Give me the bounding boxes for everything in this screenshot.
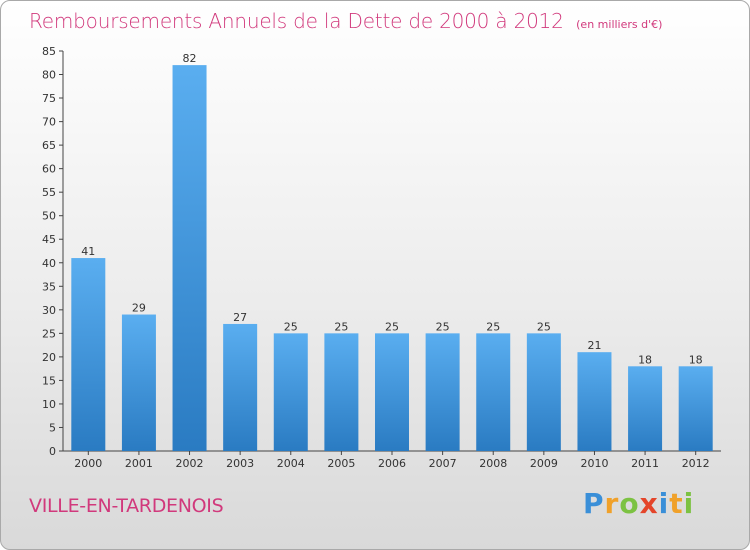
- bar: [324, 333, 359, 451]
- data-label: 25: [436, 320, 450, 333]
- data-label: 18: [689, 353, 703, 366]
- x-tick-label: 2012: [682, 457, 710, 470]
- x-tick-label: 2010: [580, 457, 608, 470]
- data-label: 41: [81, 245, 95, 258]
- x-tick-label: 2000: [74, 457, 102, 470]
- y-tick-label: 75: [42, 92, 56, 105]
- data-label: 82: [183, 52, 197, 65]
- label-layer: 2000 41 2001 29 2002 82 2003 27 2004 25 2005 25 2006…: [74, 52, 709, 470]
- logo-letter: t: [669, 487, 684, 520]
- logo-letter: P: [583, 487, 605, 520]
- logo-letter: i: [658, 487, 670, 520]
- data-label: 25: [486, 320, 500, 333]
- bar: [526, 333, 561, 451]
- y-tick-label: 85: [42, 45, 56, 58]
- x-tick-label: 2003: [226, 457, 254, 470]
- bar: [71, 258, 106, 451]
- bar-layer: [71, 65, 713, 451]
- bar: [223, 323, 258, 451]
- bar: [628, 366, 663, 451]
- x-tick-label: 2008: [479, 457, 507, 470]
- y-tick-label: 50: [42, 210, 56, 223]
- bar: [476, 333, 511, 451]
- x-tick-label: 2005: [327, 457, 355, 470]
- x-tick-label: 2007: [429, 457, 457, 470]
- logo-letter: x: [639, 487, 659, 520]
- x-tick-label: 2004: [277, 457, 305, 470]
- y-tick-label: 5: [49, 421, 56, 434]
- bar: [172, 65, 207, 451]
- x-tick-label: 2011: [631, 457, 659, 470]
- data-label: 25: [385, 320, 399, 333]
- bar: [678, 366, 713, 451]
- bar: [375, 333, 409, 451]
- y-tick-label: 10: [42, 398, 56, 411]
- y-tick-label: 80: [42, 69, 56, 82]
- y-tick-label: 20: [42, 351, 56, 364]
- logo-letter: r: [604, 487, 620, 520]
- y-tick-label: 60: [42, 163, 56, 176]
- bar: [425, 333, 460, 451]
- x-tick-label: 2009: [530, 457, 558, 470]
- y-tick-label: 55: [42, 186, 56, 199]
- chart-subtitle: (en milliers d'€): [576, 18, 663, 31]
- x-tick-label: 2001: [125, 457, 153, 470]
- y-tick-label: 40: [42, 257, 56, 270]
- bar: [577, 352, 612, 451]
- y-tick-label: 0: [49, 445, 56, 458]
- y-tick-label: 35: [42, 280, 56, 293]
- data-label: 25: [537, 320, 551, 333]
- chart-title: Remboursements Annuels de la Dette de 20…: [29, 9, 564, 33]
- bar: [121, 314, 156, 451]
- data-label: 21: [587, 339, 601, 352]
- logo-letter: i: [683, 487, 695, 520]
- data-label: 27: [233, 311, 247, 324]
- bar: [273, 333, 308, 451]
- data-label: 25: [334, 320, 348, 333]
- y-tick-label: 25: [42, 327, 56, 340]
- data-label: 29: [132, 302, 146, 315]
- y-tick-label: 70: [42, 116, 56, 129]
- logo-letter: o: [619, 487, 640, 520]
- proxiti-logo: Proxiti: [583, 487, 694, 520]
- y-tick-label: 65: [42, 139, 56, 152]
- y-tick-label: 15: [42, 374, 56, 387]
- town-name: VILLE-EN-TARDENOIS: [29, 495, 224, 517]
- y-tick-label: 45: [42, 233, 56, 246]
- axis-layer: 0 5 10 15 20 25 30 35 40 45 50 55 60 65 70 75 80 85: [42, 45, 721, 458]
- data-label: 18: [638, 353, 652, 366]
- data-label: 25: [284, 320, 298, 333]
- x-tick-label: 2006: [378, 457, 406, 470]
- title-row: Remboursements Annuels de la Dette de 20…: [29, 9, 662, 33]
- y-tick-label: 30: [42, 304, 56, 317]
- x-tick-label: 2002: [176, 457, 204, 470]
